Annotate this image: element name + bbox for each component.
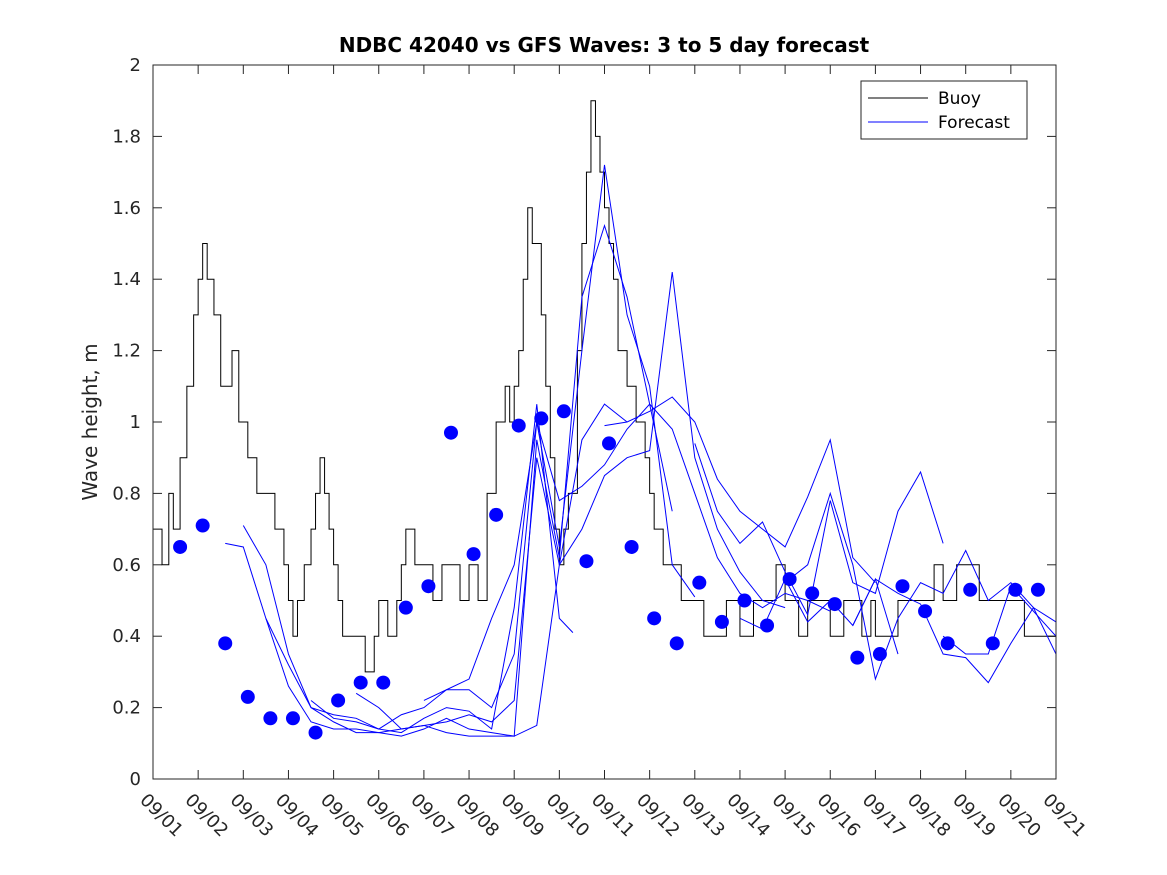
y-tick-label: 0 [130, 769, 141, 790]
forecast-line [265, 223, 673, 737]
x-tick-labels: 09/0109/0209/0309/0409/0509/0609/0709/08… [135, 790, 1090, 842]
forecast-line [784, 491, 1057, 681]
forecast-point [827, 597, 842, 612]
y-tick-label: 1.4 [112, 269, 141, 290]
y-tick-label: 1.8 [112, 126, 141, 147]
x-tick-label: 09/20 [993, 790, 1045, 842]
legend-forecast-label: Forecast [938, 113, 1010, 133]
forecast-point [850, 650, 865, 665]
forecast-point [985, 636, 1000, 651]
x-tick-label: 09/12 [632, 790, 684, 842]
forecast-point [353, 675, 368, 690]
x-tick-label: 09/18 [903, 790, 955, 842]
x-tick-label: 09/05 [316, 790, 368, 842]
forecast-point [173, 539, 188, 554]
y-tick-label: 0.2 [112, 698, 141, 719]
legend-buoy-label: Buoy [938, 89, 981, 109]
forecast-point [376, 675, 391, 690]
forecast-point [692, 575, 707, 590]
x-tick-label: 09/13 [677, 790, 729, 842]
forecast-point [443, 425, 458, 440]
buoy-line [153, 100, 1056, 673]
y-tick-label: 1.6 [112, 198, 141, 219]
x-tick-label: 09/01 [135, 790, 187, 842]
forecast-line [604, 396, 876, 583]
x-tick-label: 09/08 [452, 790, 504, 842]
forecast-point [421, 579, 436, 594]
forecast-point [240, 689, 255, 704]
y-tick-labels: 0 0.2 0.4 0.6 0.8 1 1.2 1.4 1.6 1.8 2 [112, 55, 141, 790]
x-tick-label: 09/09 [497, 790, 549, 842]
x-tick-label: 09/03 [226, 790, 278, 842]
forecast-point [963, 582, 978, 597]
forecast-point [489, 507, 504, 522]
y-tick-label: 0.6 [112, 555, 141, 576]
forecast-point [579, 554, 594, 569]
x-tick-label: 09/19 [948, 790, 1000, 842]
y-tick-label: 1.2 [112, 341, 141, 362]
x-tick-label: 09/21 [1038, 790, 1090, 842]
forecast-point [534, 411, 549, 426]
x-tick-label: 09/17 [858, 790, 910, 842]
y-tick-label: 2 [130, 55, 141, 76]
chart-title: NDBC 42040 vs GFS Waves: 3 to 5 day fore… [339, 33, 870, 57]
forecast-point [466, 547, 481, 562]
forecast-point [308, 725, 323, 740]
forecast-point [872, 647, 887, 662]
forecast-point [556, 404, 571, 419]
forecast-line [423, 403, 831, 701]
forecast-point [647, 611, 662, 626]
buoy-series [153, 100, 1056, 673]
x-tick-label: 09/16 [813, 790, 865, 842]
forecast-line [942, 585, 1057, 655]
y-axis-label: Wave height, m [78, 343, 102, 500]
forecast-line [852, 578, 1057, 684]
legend: Buoy Forecast [860, 80, 1028, 140]
forecast-point [737, 593, 752, 608]
forecast-point [1030, 582, 1045, 597]
axis-ticks [152, 64, 1057, 780]
forecast-point [1008, 582, 1023, 597]
x-tick-label: 09/04 [271, 790, 323, 842]
forecast-point [782, 572, 797, 587]
x-tick-label: 09/14 [722, 790, 774, 842]
x-tick-label: 09/02 [181, 790, 233, 842]
x-tick-label: 09/15 [768, 790, 820, 842]
forecast-point [195, 518, 210, 533]
y-tick-label: 1 [130, 412, 141, 433]
forecast-point [714, 614, 729, 629]
forecast-point [940, 636, 955, 651]
forecast-line [310, 164, 696, 730]
forecast-point [918, 604, 933, 619]
forecast-point [511, 418, 526, 433]
y-tick-label: 0.8 [112, 483, 141, 504]
forecast-point [805, 586, 820, 601]
forecast-line [355, 271, 786, 737]
forecast-point [624, 539, 639, 554]
y-tick-label: 0.4 [112, 626, 141, 647]
x-tick-label: 09/07 [406, 790, 458, 842]
forecast-point [895, 579, 910, 594]
legend-box [860, 80, 1028, 140]
forecast-series-group [225, 164, 1057, 737]
forecast-point [285, 711, 300, 726]
x-tick-label: 09/10 [542, 790, 594, 842]
forecast-point [669, 636, 684, 651]
forecast-point [398, 600, 413, 615]
forecast-point [602, 436, 617, 451]
forecast-points-group [173, 404, 1045, 740]
forecast-point [263, 711, 278, 726]
forecast-line [694, 443, 944, 617]
plot-frame [152, 64, 1057, 780]
forecast-point [760, 618, 775, 633]
x-tick-label: 09/11 [587, 790, 639, 842]
forecast-point [331, 693, 346, 708]
forecast-line [242, 404, 574, 734]
forecast-point [218, 636, 233, 651]
x-tick-label: 09/06 [361, 790, 413, 842]
